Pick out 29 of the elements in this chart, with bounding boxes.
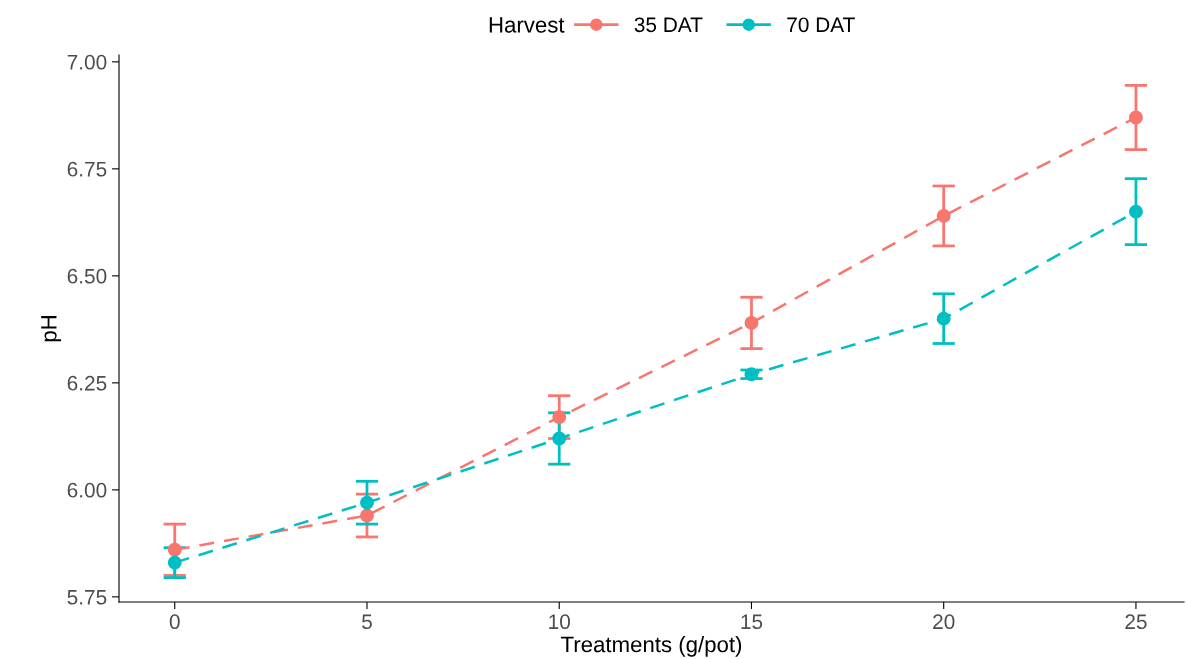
x-tick-label: 0 [169,614,180,630]
point [552,410,567,425]
point [936,208,951,223]
point [167,542,182,557]
point [360,495,374,510]
legend-title: Harvest [489,17,565,33]
point [1128,110,1143,125]
y-tick-label: 6.00 [67,482,107,498]
point [167,555,182,570]
legend-label: 35 DAT [634,17,703,33]
x-tick-label: 5 [362,614,372,630]
x-axis-title: Treatments (g/pot) [561,636,742,657]
point [360,508,374,523]
x-tick-label: 20 [933,614,955,630]
y-tick-label: 6.50 [67,268,107,284]
point [936,311,951,326]
point [744,315,759,330]
x-tick-label: 10 [549,614,570,630]
y-tick-label: 5.75 [67,590,107,605]
x-tick-label: 15 [741,614,763,630]
point [1128,204,1143,219]
y-axis-title: pH [41,316,62,342]
y-tick-label: 7.00 [67,54,107,70]
y-tick-label: 6.75 [67,161,107,177]
legend-label: 70 DAT [787,17,855,33]
point [744,367,759,382]
y-tick-label: 6.25 [67,375,107,391]
x-tick-label: 25 [1125,614,1147,630]
point [552,431,567,446]
